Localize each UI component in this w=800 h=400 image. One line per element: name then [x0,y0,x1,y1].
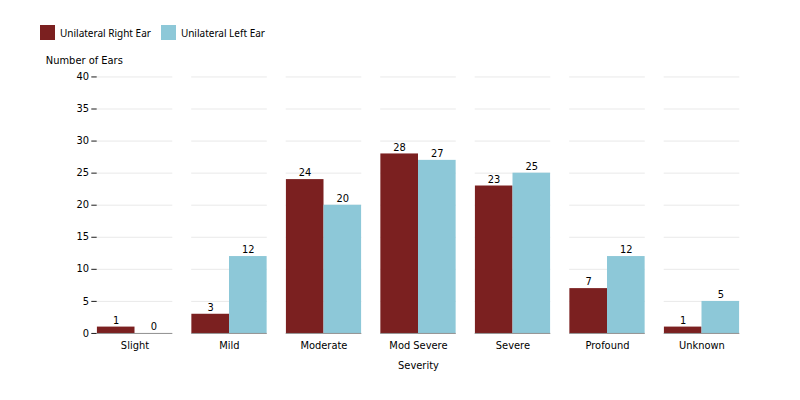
svg-text:35: 35 [76,103,89,114]
html-text:Unilateral Left Ear: Unilateral Left Ear [180,25,265,40]
svg-text:Mod Severe: Mod Severe [389,340,447,351]
svg-text:28: 28 [393,142,406,153]
svg-text:24: 24 [299,167,312,178]
svg-text:0: 0 [151,321,157,332]
svg-text:23: 23 [488,174,501,185]
svg-text:1: 1 [680,315,686,326]
svg-text:25: 25 [526,161,539,172]
svg-text:20: 20 [76,199,89,210]
svg-text:Profound: Profound [585,340,629,351]
svg-text:27: 27 [431,148,444,159]
svg-text:Mild: Mild [219,340,239,351]
svg-text:12: 12 [242,244,255,255]
svg-text:5: 5 [83,296,89,307]
html-text:Unilateral Right Ear: Unilateral Right Ear [60,25,151,40]
svg-text:15: 15 [76,231,89,242]
svg-text:10: 10 [76,263,89,274]
svg-text:12: 12 [620,244,633,255]
svg-text:Severe: Severe [496,340,530,351]
svg-text:40: 40 [76,71,89,82]
svg-text:30: 30 [76,135,89,146]
svg-text:5: 5 [718,289,724,300]
svg-text:Unknown: Unknown [679,340,725,351]
svg-text:25: 25 [76,167,89,178]
svg-text:7: 7 [585,276,591,287]
svg-text:Slight: Slight [121,340,149,351]
svg-text:Severity: Severity [398,360,439,371]
svg-text:Number of Ears: Number of Ears [46,55,123,66]
svg-text:20: 20 [337,193,350,204]
svg-text:0: 0 [83,328,89,339]
svg-text:Moderate: Moderate [300,340,347,351]
svg-text:1: 1 [113,315,119,326]
svg-text:3: 3 [207,302,213,313]
